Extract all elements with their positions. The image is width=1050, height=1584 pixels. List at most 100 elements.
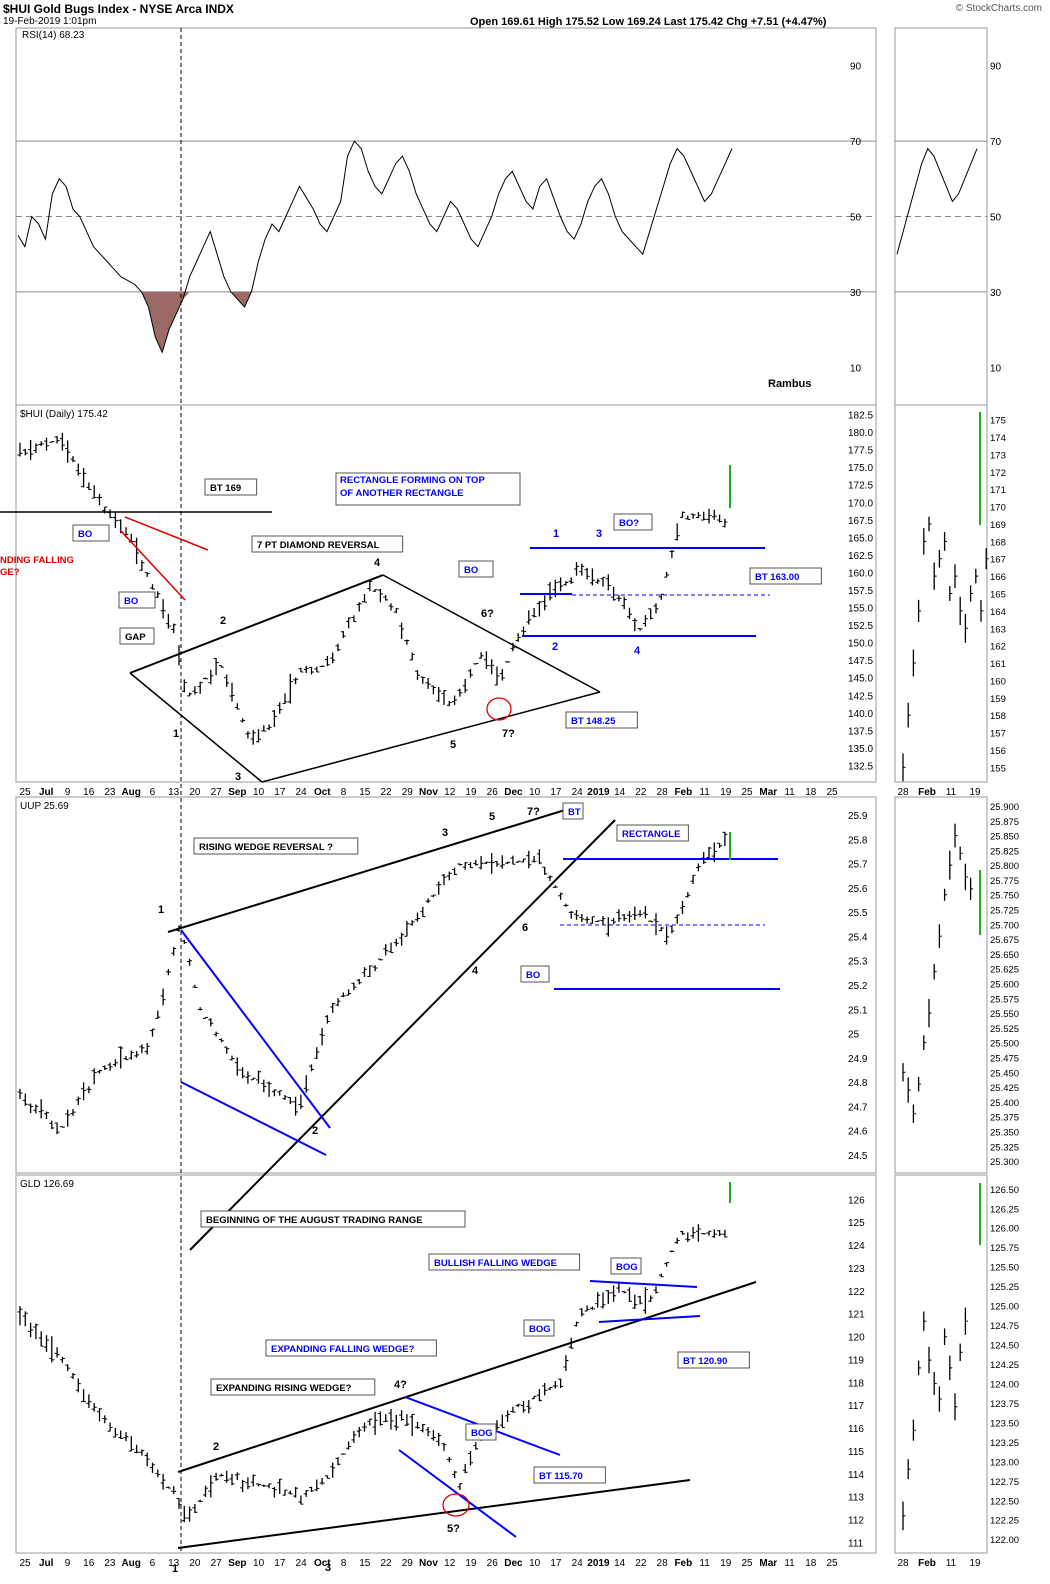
gld-rising-wedge-bottom: [177, 1479, 691, 1549]
uup-side-ytick: 25.400: [990, 1098, 1019, 1109]
rsi-oversold-fill: [230, 291, 252, 307]
falling-wedge-line: [119, 529, 186, 601]
uup-side-ytick: 25.800: [990, 861, 1019, 872]
gld-pt-3: 3: [325, 1562, 331, 1574]
hui-xtick: 28: [657, 787, 669, 798]
hui-xtick: 19: [720, 787, 732, 798]
hui-xtick: 18: [805, 787, 817, 798]
symbol-line: $HUI Gold Bugs Index - NYSE Arca INDX: [3, 2, 234, 16]
uup-side-ytick: 25.375: [990, 1113, 1019, 1124]
hui-xtick: Mar: [759, 787, 777, 798]
hui-ytick: 142.5: [848, 691, 873, 702]
rectangle-note-line2: OF ANOTHER RECTANGLE: [340, 488, 464, 499]
uup-side-ytick: 25.600: [990, 980, 1019, 991]
gld-xtick: 11: [699, 1558, 710, 1569]
hui-xtick: 29: [402, 787, 414, 798]
gld-ytick: 124: [848, 1241, 865, 1252]
hui-pt-4: 4: [374, 557, 381, 569]
rsi-ytick: 70: [850, 137, 862, 148]
rsi-title: RSI(14) 68.23: [22, 30, 85, 41]
hui-ytick: 167.5: [848, 516, 873, 527]
hui-xtick: 22: [380, 787, 392, 798]
gld-xtick: 12: [444, 1558, 456, 1569]
hui-xtick: 25: [826, 787, 838, 798]
ohlc-line: Open 169.61 High 175.52 Low 169.24 Last …: [470, 16, 827, 28]
hui-bo-2-box: [118, 591, 156, 609]
gld-side-ytick: 123.25: [990, 1438, 1019, 1449]
gld-bt120-box: [677, 1351, 750, 1369]
hui-bt163-box: [749, 567, 822, 585]
gld-ytick: 122: [848, 1287, 865, 1298]
gld-pt-2: 2: [213, 1441, 219, 1453]
hui-xtick: 9: [65, 787, 71, 798]
uup-ytick: 25.2: [848, 981, 868, 992]
hui-xtick: Jul: [39, 787, 54, 798]
gld-xtick: 22: [380, 1558, 392, 1569]
hui-rect-2: 2: [552, 641, 558, 653]
gld-xtick: 25: [19, 1558, 31, 1569]
gld-xtick: 27: [211, 1558, 223, 1569]
hui-xtick: 10: [529, 787, 541, 798]
rsi-ytick: 30: [850, 288, 862, 299]
gld-ytick: 121: [848, 1310, 865, 1321]
hui-bo-1-box: [72, 524, 110, 542]
gld-side-xtick: 11: [946, 1558, 957, 1569]
uup-side-ytick: 25.700: [990, 920, 1019, 931]
gld-xtick: 16: [83, 1558, 95, 1569]
uup-side-ytick: 25.350: [990, 1127, 1019, 1138]
gld-bullish-wedge-label-box: [428, 1253, 581, 1271]
hui-ytick: 147.5: [848, 656, 873, 667]
hui-rect-3: 3: [596, 528, 602, 540]
hui-side-ytick: 170: [990, 503, 1006, 514]
hui-xtick: 23: [104, 787, 116, 798]
hui-side-ytick: 168: [990, 537, 1006, 548]
uup-pt-1: 1: [158, 904, 164, 916]
hui-xtick: 16: [83, 787, 95, 798]
hui-xtick: Dec: [504, 787, 523, 798]
gld-expanding-rising-label: EXPANDING RISING WEDGE?: [216, 1383, 352, 1394]
hui-xtick: Nov: [419, 787, 438, 798]
hui-falling-wedge-label-1: NDING FALLING: [0, 555, 74, 566]
hui-xtick: 12: [444, 787, 456, 798]
hui-bt163: BT 163.00: [755, 572, 799, 583]
uup-ytick: 24.7: [848, 1102, 868, 1113]
rsi-side-ytick: 70: [990, 137, 1002, 148]
hui-xtick: Sep: [228, 787, 246, 798]
gld-bog-3-box: [465, 1423, 497, 1441]
gld-xtick: 17: [274, 1558, 286, 1569]
hui-ytick: 157.5: [848, 586, 873, 597]
gld-bog-1: BOG: [616, 1262, 638, 1273]
hui-pt-7: 7?: [502, 728, 515, 740]
uup-pt-3: 3: [442, 827, 448, 839]
hui-pt-2: 2: [220, 615, 226, 627]
hui-bo-2: BO: [124, 596, 138, 607]
gld-expanding-rising-label-box: [210, 1378, 376, 1396]
gld-beginning-label: BEGINNING OF THE AUGUST TRADING RANGE: [206, 1215, 423, 1226]
red-circle: [486, 697, 512, 721]
hui-ytick: 150.0: [848, 639, 873, 650]
uup-pt-2: 2: [312, 1125, 318, 1137]
gld-ytick: 114: [848, 1470, 864, 1481]
hui-xtick: 25: [741, 787, 753, 798]
hui-side-ytick: 160: [990, 676, 1006, 687]
hui-pt-1: 1: [173, 728, 179, 740]
gld-xtick: 23: [104, 1558, 116, 1569]
gld-ytick: 119: [848, 1355, 864, 1366]
uup-ytick: 25.6: [848, 884, 868, 895]
gld-ytick: 125: [848, 1218, 865, 1229]
date-line: 19-Feb-2019 1:01pm: [3, 16, 97, 27]
hui-xtick: 24: [572, 787, 584, 798]
uup-ytick: 24.5: [848, 1151, 868, 1162]
rsi-ytick: 10: [850, 363, 862, 374]
uup-ytick: 25.9: [848, 811, 868, 822]
gld-side-ytick: 124.50: [990, 1341, 1019, 1352]
uup-side-ytick: 25.550: [990, 1009, 1019, 1020]
hui-bt148-box: [565, 711, 638, 729]
hui-xtick: Oct: [314, 787, 331, 798]
gld-bog-2-box: [523, 1319, 555, 1337]
gld-side-xtick: Feb: [918, 1558, 936, 1569]
gld-side-ytick: 123.50: [990, 1418, 1019, 1429]
diamond-reversal-label-box: [251, 535, 404, 553]
diamond-line: [129, 574, 384, 674]
